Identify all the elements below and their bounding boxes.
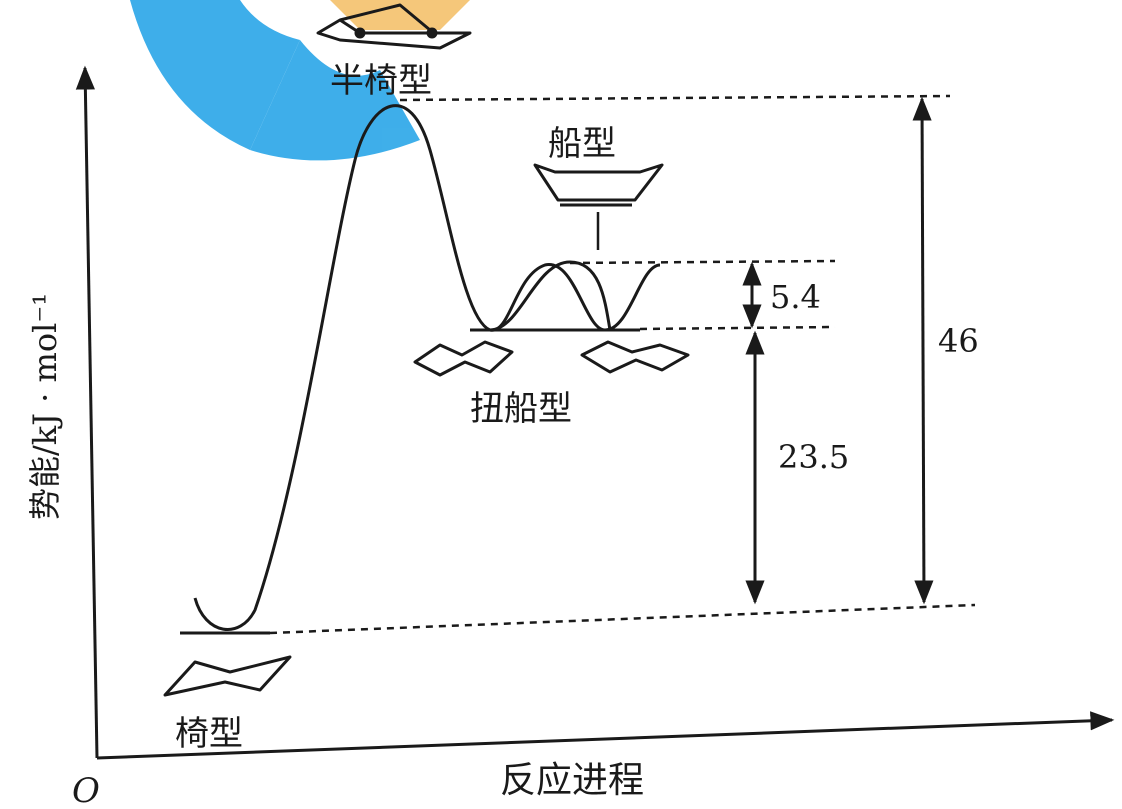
twist-boat-structure-2-icon: [580, 340, 690, 374]
x-axis: [96, 711, 1115, 760]
boat-structure-icon: [533, 163, 664, 207]
x-axis-label: 反应进程: [500, 760, 644, 801]
twist-boat-label: 扭船型: [470, 389, 572, 429]
origin-label: O: [72, 771, 100, 809]
gap-label-46: 46: [938, 322, 979, 360]
boat-label: 船型: [548, 124, 616, 164]
boat-branch-curve: [489, 260, 612, 332]
gap-label-23-5: 23.5: [778, 438, 849, 476]
half-chair-structure-icon: [316, 3, 472, 50]
gap-arrow-46: [912, 96, 934, 605]
twist-boat-structure-icon: [413, 340, 514, 377]
gap-label-5-4: 5.4: [770, 278, 821, 316]
energy-curve: [193, 104, 661, 631]
twist-boat-dashed-line: [639, 325, 836, 331]
watermark-logo: [130, 0, 470, 161]
chair-structure-icon: [163, 655, 292, 697]
boat-dashed-line: [569, 259, 836, 265]
chair-dashed-line: [269, 603, 976, 635]
y-axis: [75, 65, 99, 759]
y-axis-label: 势能/kJ · mol⁻¹: [26, 293, 64, 520]
chair-label: 椅型: [175, 714, 243, 754]
half-chair-dashed-line: [399, 94, 951, 102]
half-chair-label: 半椅型: [330, 61, 432, 101]
